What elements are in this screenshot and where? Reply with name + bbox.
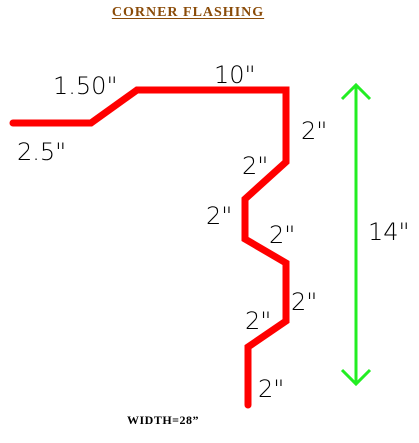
dim-label-2-g: 2" — [258, 375, 284, 403]
height-dimension-arrow — [340, 82, 372, 387]
flashing-profile-line — [9, 86, 290, 409]
dim-label-2-a: 2" — [301, 117, 327, 145]
dim-label-10: 10" — [214, 61, 256, 89]
dim-label-2-f: 2" — [245, 307, 271, 335]
dim-label-14: 14" — [368, 218, 410, 246]
diagram-title: CORNER FLASHING — [111, 5, 265, 20]
dim-label-1-50: 1.50" — [53, 72, 117, 100]
dim-label-2-e: 2" — [291, 288, 317, 316]
width-note: WIDTH=28” — [127, 413, 200, 427]
dim-label-2-5: 2.5" — [17, 138, 66, 166]
dim-label-2-c: 2" — [206, 202, 232, 230]
dim-label-2-d: 2" — [269, 221, 295, 249]
dim-label-2-b: 2" — [242, 152, 268, 180]
